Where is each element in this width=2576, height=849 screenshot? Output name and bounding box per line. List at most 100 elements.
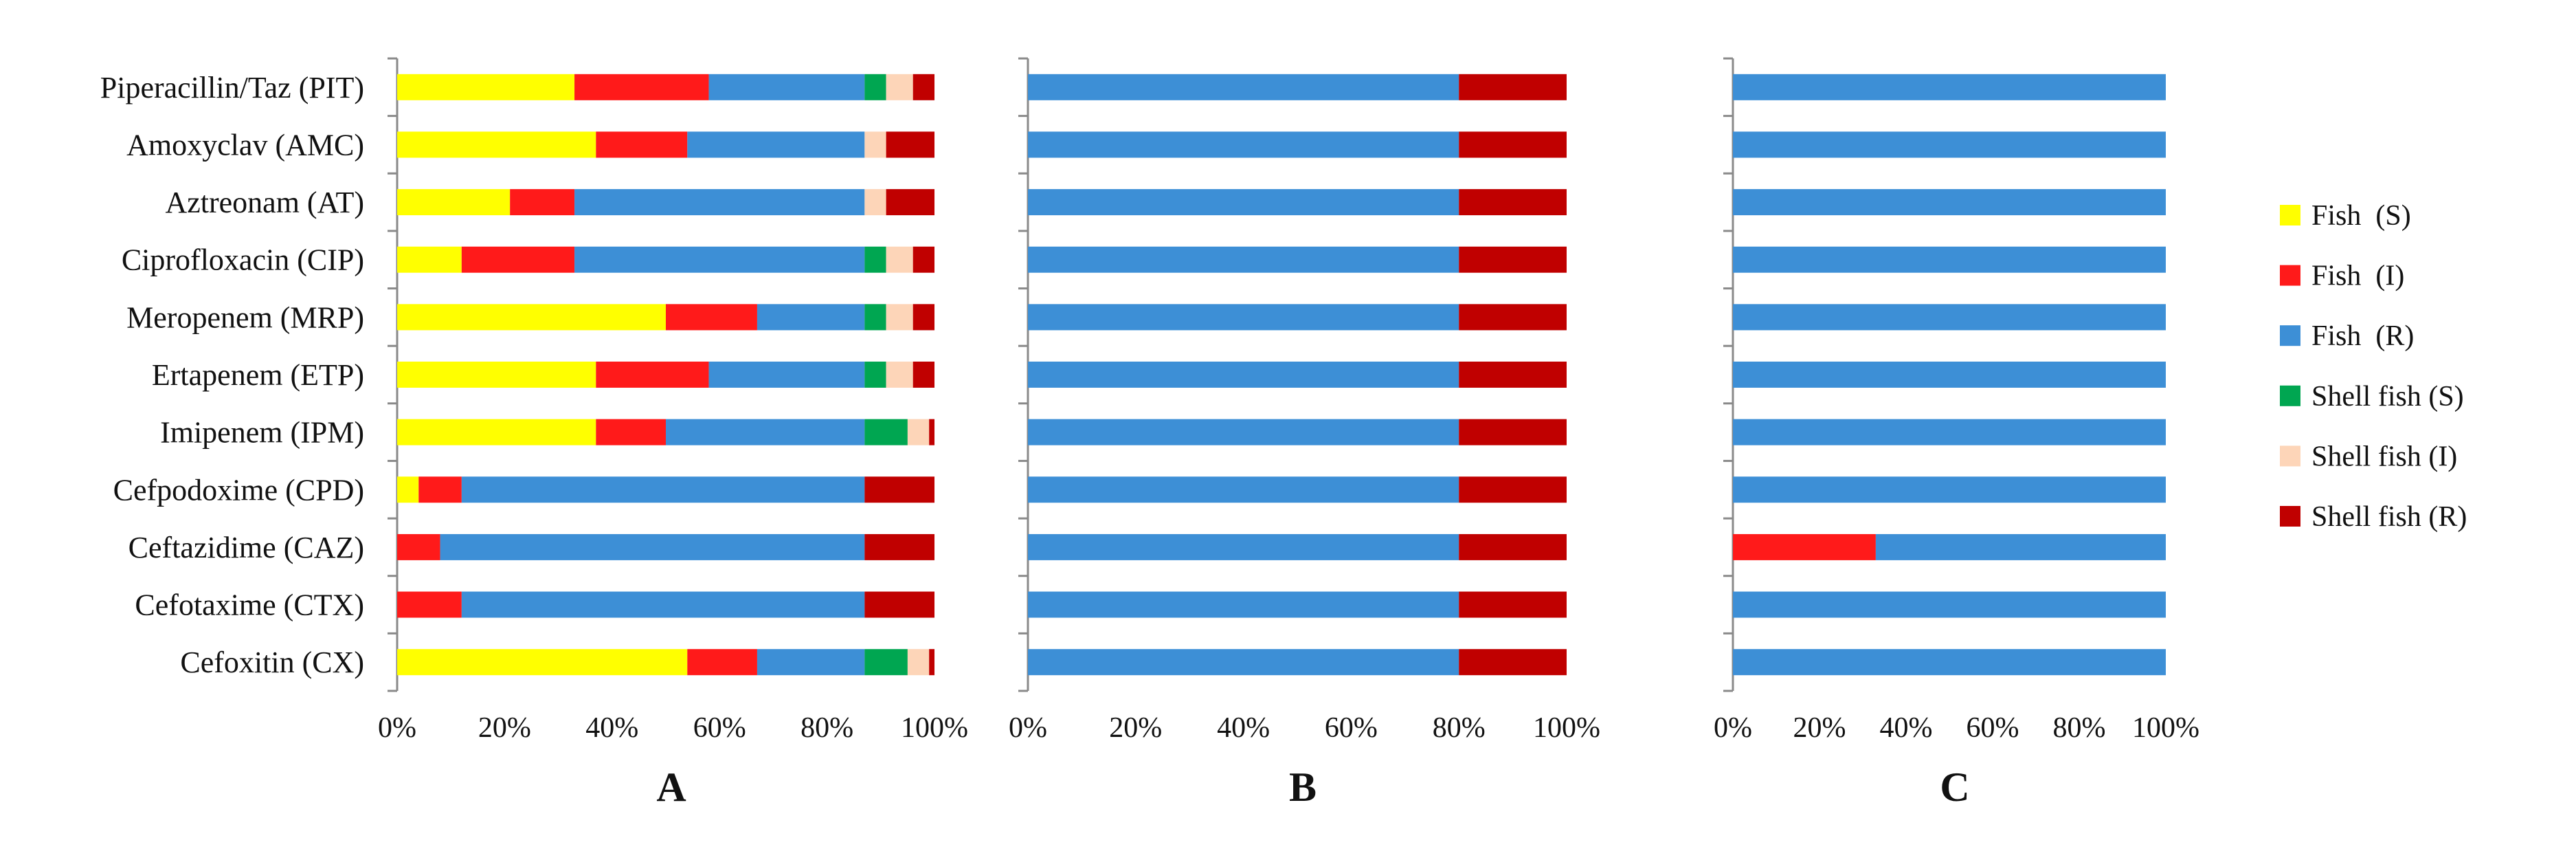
bar-b-aztreonam-at-fish-r bbox=[1028, 189, 1459, 216]
bar-a-amoxyclav-amc-fish-i bbox=[596, 131, 688, 158]
x-tick-label: 60% bbox=[693, 712, 746, 744]
bar-a-ciprofloxacin-cip-fish-r bbox=[574, 246, 865, 273]
x-tick-label: 0% bbox=[378, 712, 416, 744]
bar-a-aztreonam-at-fish-r bbox=[574, 189, 865, 216]
bar-a-cefotaxime-ctx-shell-fish-r bbox=[864, 591, 934, 618]
bar-c-cefoxitin-cx-fish-r bbox=[1733, 649, 2166, 676]
bar-a-cefpodoxime-cpd-fish-i bbox=[418, 476, 462, 503]
bar-a-ertapenem-etp-fish-r bbox=[708, 362, 865, 388]
legend-label: Fish (I) bbox=[2311, 261, 2404, 292]
bar-a-piperacillin-taz-pit-shell-fish-i bbox=[886, 74, 913, 100]
panel-label: B bbox=[1289, 764, 1317, 810]
legend-label: Shell fish (I) bbox=[2311, 441, 2457, 472]
bar-a-piperacillin-taz-pit-fish-r bbox=[708, 74, 865, 100]
bar-b-cefotaxime-ctx-shell-fish-r bbox=[1459, 591, 1567, 618]
bar-c-ceftazidime-caz-fish-r bbox=[1875, 533, 2166, 560]
legend: Fish (S) Fish (I) Fish (R) Shell fish (S) Sh… bbox=[2280, 200, 2467, 533]
bar-a-meropenem-mrp-fish-r bbox=[757, 304, 865, 331]
bar-a-ciprofloxacin-cip-shell-fish-s bbox=[864, 246, 886, 273]
bar-a-ertapenem-etp-fish-s bbox=[397, 362, 596, 388]
bar-c-imipenem-ipm-fish-r bbox=[1733, 419, 2166, 445]
bar-a-ertapenem-etp-shell-fish-i bbox=[886, 362, 913, 388]
x-tick-label: 0% bbox=[1009, 712, 1047, 744]
bar-a-cefoxitin-cx-fish-r bbox=[757, 649, 865, 676]
bar-a-ciprofloxacin-cip-fish-s bbox=[397, 246, 462, 273]
bar-a-cefpodoxime-cpd-shell-fish-r bbox=[864, 476, 934, 503]
panel-c: 0% 20% 40% 60% 80% 100% C bbox=[1714, 57, 2199, 810]
bar-c-meropenem-mrp-fish-r bbox=[1733, 304, 2166, 331]
category-label: Cefpodoxime (CPD) bbox=[113, 473, 364, 507]
bar-a-ceftazidime-caz-fish-r bbox=[440, 533, 865, 560]
x-tick-label: 80% bbox=[800, 712, 853, 744]
bar-b-amoxyclav-amc-fish-r bbox=[1028, 131, 1459, 158]
x-tick-label: 40% bbox=[1217, 712, 1270, 744]
bar-c-ceftazidime-caz-fish-i bbox=[1733, 533, 1876, 560]
bar-a-aztreonam-at-fish-s bbox=[397, 189, 511, 216]
x-tick-label: 60% bbox=[1325, 712, 1378, 744]
bar-a-aztreonam-at-shell-fish-i bbox=[864, 189, 886, 216]
legend-swatch bbox=[2280, 506, 2300, 527]
bar-a-ciprofloxacin-cip-fish-i bbox=[461, 246, 575, 273]
bar-a-cefoxitin-cx-shell-fish-s bbox=[864, 649, 908, 676]
bar-a-meropenem-mrp-shell-fish-s bbox=[864, 304, 886, 331]
panel-b: 0% 20% 40% 60% 80% 100% B bbox=[1009, 57, 1600, 810]
category-label: Imipenem (IPM) bbox=[160, 416, 364, 450]
bar-a-cefoxitin-cx-shell-fish-i bbox=[907, 649, 930, 676]
category-label: Meropenem (MRP) bbox=[126, 300, 364, 334]
bar-a-meropenem-mrp-shell-fish-i bbox=[886, 304, 913, 331]
bar-b-imipenem-ipm-fish-r bbox=[1028, 419, 1459, 445]
bar-c-aztreonam-at-fish-r bbox=[1733, 189, 2166, 216]
bar-b-cefotaxime-ctx-fish-r bbox=[1028, 591, 1459, 618]
legend-swatch bbox=[2280, 445, 2300, 467]
bar-a-ertapenem-etp-shell-fish-r bbox=[912, 362, 934, 388]
bar-c-ciprofloxacin-cip-fish-r bbox=[1733, 246, 2166, 273]
bar-a-imipenem-ipm-fish-s bbox=[397, 419, 596, 445]
bar-a-ertapenem-etp-fish-i bbox=[596, 362, 709, 388]
legend-swatch bbox=[2280, 205, 2300, 225]
x-tick-label: 20% bbox=[478, 712, 531, 744]
bar-a-imipenem-ipm-shell-fish-r bbox=[929, 419, 934, 445]
bar-c-cefotaxime-ctx-fish-r bbox=[1733, 591, 2166, 618]
bar-c-ertapenem-etp-fish-r bbox=[1733, 362, 2166, 388]
bar-b-meropenem-mrp-fish-r bbox=[1028, 304, 1459, 331]
legend-label: Fish (S) bbox=[2311, 200, 2411, 232]
legend-label: Shell fish (R) bbox=[2311, 501, 2467, 533]
bar-a-imipenem-ipm-fish-r bbox=[666, 419, 865, 445]
bar-a-piperacillin-taz-pit-fish-s bbox=[397, 74, 575, 100]
legend-swatch bbox=[2280, 265, 2300, 286]
bar-a-cefpodoxime-cpd-fish-r bbox=[461, 476, 865, 503]
x-tick-label: 0% bbox=[1714, 712, 1752, 744]
bar-a-cefoxitin-cx-shell-fish-r bbox=[929, 649, 934, 676]
bar-a-piperacillin-taz-pit-shell-fish-r bbox=[912, 74, 934, 100]
bar-c-amoxyclav-amc-fish-r bbox=[1733, 131, 2166, 158]
bar-a-ceftazidime-caz-fish-i bbox=[397, 533, 440, 560]
bar-a-amoxyclav-amc-shell-fish-r bbox=[886, 131, 934, 158]
panel-label: C bbox=[1940, 764, 1969, 810]
bar-a-meropenem-mrp-fish-s bbox=[397, 304, 666, 331]
x-tick-label: 80% bbox=[1433, 712, 1486, 744]
category-label: Piperacillin/Taz (PIT) bbox=[100, 71, 364, 104]
bar-b-cefoxitin-cx-shell-fish-r bbox=[1459, 649, 1567, 676]
x-tick-label: 40% bbox=[585, 712, 638, 744]
bar-b-cefpodoxime-cpd-fish-r bbox=[1028, 476, 1459, 503]
bar-b-imipenem-ipm-shell-fish-r bbox=[1459, 419, 1567, 445]
category-label: Cefoxitin (CX) bbox=[180, 646, 364, 679]
bar-a-cefotaxime-ctx-fish-i bbox=[397, 591, 462, 618]
bar-a-piperacillin-taz-pit-fish-i bbox=[574, 74, 709, 100]
bar-a-amoxyclav-amc-fish-s bbox=[397, 131, 596, 158]
bar-b-piperacillin-taz-pit-fish-r bbox=[1028, 74, 1459, 100]
bar-b-ceftazidime-caz-fish-r bbox=[1028, 533, 1459, 560]
category-label: Ciprofloxacin (CIP) bbox=[122, 243, 364, 277]
bar-a-ceftazidime-caz-shell-fish-r bbox=[864, 533, 934, 560]
bar-b-aztreonam-at-shell-fish-r bbox=[1459, 189, 1567, 216]
category-label: Amoxyclav (AMC) bbox=[126, 128, 364, 162]
bar-a-aztreonam-at-fish-i bbox=[510, 189, 575, 216]
bar-b-ciprofloxacin-cip-shell-fish-r bbox=[1459, 246, 1567, 273]
bar-a-ciprofloxacin-cip-shell-fish-r bbox=[912, 246, 934, 273]
category-label: Ertapenem (ETP) bbox=[152, 358, 364, 392]
bar-a-cefpodoxime-cpd-fish-s bbox=[397, 476, 419, 503]
bar-a-amoxyclav-amc-shell-fish-i bbox=[864, 131, 886, 158]
bar-a-imipenem-ipm-fish-i bbox=[596, 419, 666, 445]
panel-a: Piperacillin/Taz (PIT) Amoxyclav (AMC) Azt… bbox=[100, 57, 968, 810]
